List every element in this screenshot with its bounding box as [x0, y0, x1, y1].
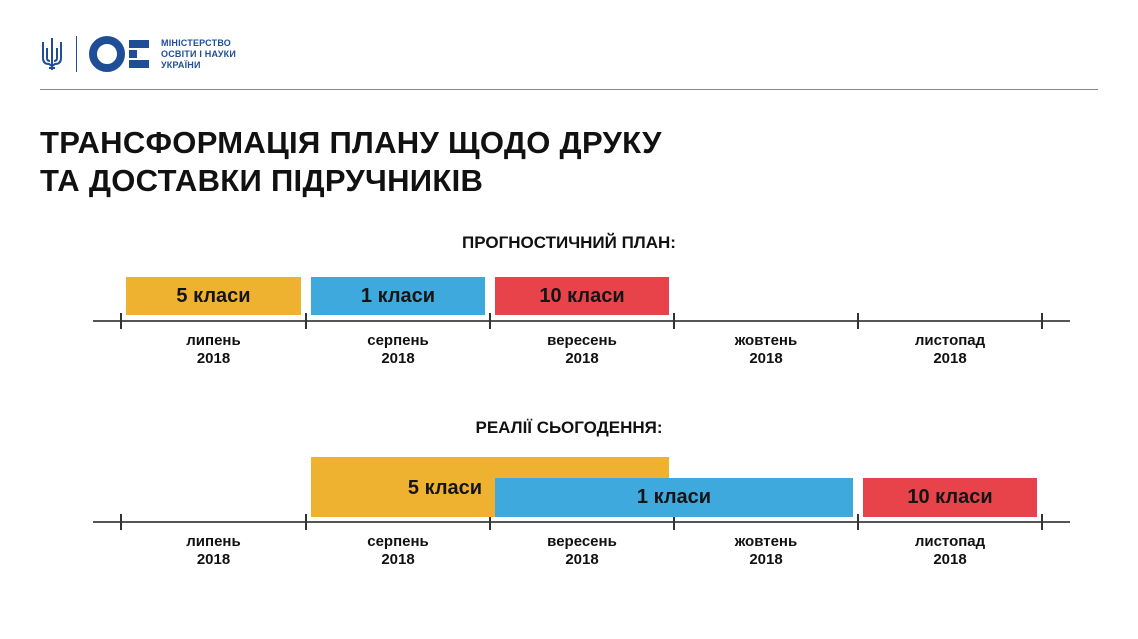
trident-emblem-icon — [42, 38, 62, 70]
month-name: листопад — [914, 332, 986, 349]
month-year: 2018 — [749, 551, 783, 568]
reality-heading-text: РЕАЛІЇ СЬОГОДЕННЯ: — [475, 418, 663, 437]
timeline-bar-label: 5 класи — [407, 477, 483, 499]
timeline-bar: 1 класи — [311, 277, 485, 315]
page-title-line: ТА ДОСТАВКИ ПІДРУЧНИКІВ — [40, 163, 484, 198]
month-label: вересень 2018 — [490, 533, 674, 569]
timeline-tick — [857, 514, 859, 530]
month-name: листопад — [914, 533, 986, 550]
month-year: 2018 — [196, 350, 231, 367]
timeline-bar: 1 класи — [495, 478, 853, 517]
month-label: серпень 2018 — [306, 332, 490, 368]
timeline-tick — [857, 313, 859, 329]
month-year: 2018 — [933, 350, 967, 367]
month-label: листопад 2018 — [858, 533, 1042, 569]
month-name: серпень — [367, 533, 429, 550]
timeline-bar-label: 10 класи — [907, 486, 993, 508]
ministry-logo-icon — [89, 36, 149, 72]
month-year: 2018 — [933, 551, 967, 568]
timeline-bar: 10 класи — [495, 277, 669, 315]
month-name: вересень — [547, 533, 617, 550]
month-label: жовтень 2018 — [674, 533, 858, 569]
timeline-tick — [673, 514, 675, 530]
timeline-tick — [489, 514, 491, 530]
month-year: 2018 — [196, 551, 231, 568]
month-year: 2018 — [565, 551, 599, 568]
month-label: серпень 2018 — [306, 533, 490, 569]
month-label: вересень 2018 — [490, 332, 674, 368]
month-name: серпень — [367, 332, 429, 349]
month-label: жовтень 2018 — [674, 332, 858, 368]
month-year: 2018 — [565, 350, 599, 367]
timeline-axis — [93, 320, 1070, 322]
timeline-tick — [1041, 514, 1043, 530]
timeline-tick — [489, 313, 491, 329]
month-label: липень 2018 — [122, 332, 306, 368]
header-divider — [76, 36, 77, 72]
timeline-tick — [305, 313, 307, 329]
timeline-axis — [93, 521, 1070, 523]
month-year: 2018 — [749, 350, 783, 367]
page-title-line: ТРАНСФОРМАЦІЯ ПЛАНУ ЩОДО ДРУКУ — [40, 125, 662, 160]
timeline-tick — [305, 514, 307, 530]
month-label: листопад 2018 — [858, 332, 1042, 368]
ministry-name-line: УКРАЇНИ — [161, 59, 201, 70]
timeline-tick — [120, 313, 122, 329]
month-label: липень 2018 — [122, 533, 306, 569]
timeline-bar: 5 класи — [126, 277, 301, 315]
timeline-bar: 10 класи — [863, 478, 1037, 517]
timeline-tick — [673, 313, 675, 329]
timeline-bar-label: 5 класи — [176, 284, 251, 307]
forecast-heading: ПРОГНОСТИЧНИЙ ПЛАН: — [0, 232, 1138, 254]
ministry-name: МІНІСТЕРСТВО ОСВІТИ І НАУКИ УКРАЇНИ — [161, 38, 236, 71]
timeline-bar-label: 1 класи — [636, 486, 712, 508]
page-title: ТРАНСФОРМАЦІЯ ПЛАНУ ЩОДО ДРУКУ ТА ДОСТАВ… — [40, 124, 662, 200]
header-divider-rule — [40, 89, 1098, 90]
month-year: 2018 — [381, 350, 415, 367]
month-year: 2018 — [381, 551, 415, 568]
month-name: жовтень — [734, 533, 798, 550]
ministry-header: МІНІСТЕРСТВО ОСВІТИ І НАУКИ УКРАЇНИ — [40, 32, 236, 76]
timeline-bar-label: 1 класи — [360, 284, 436, 307]
timeline-tick — [120, 514, 122, 530]
ministry-name-line: МІНІСТЕРСТВО — [161, 37, 232, 48]
month-name: вересень — [547, 332, 617, 349]
month-name: липень — [186, 332, 241, 349]
timeline-bar-label: 10 класи — [539, 284, 625, 307]
forecast-heading-text: ПРОГНОСТИЧНИЙ ПЛАН: — [462, 233, 676, 252]
timeline-tick — [1041, 313, 1043, 329]
month-name: липень — [186, 533, 241, 550]
reality-heading: РЕАЛІЇ СЬОГОДЕННЯ: — [0, 417, 1138, 439]
month-name: жовтень — [734, 332, 798, 349]
ministry-name-line: ОСВІТИ І НАУКИ — [161, 48, 236, 59]
